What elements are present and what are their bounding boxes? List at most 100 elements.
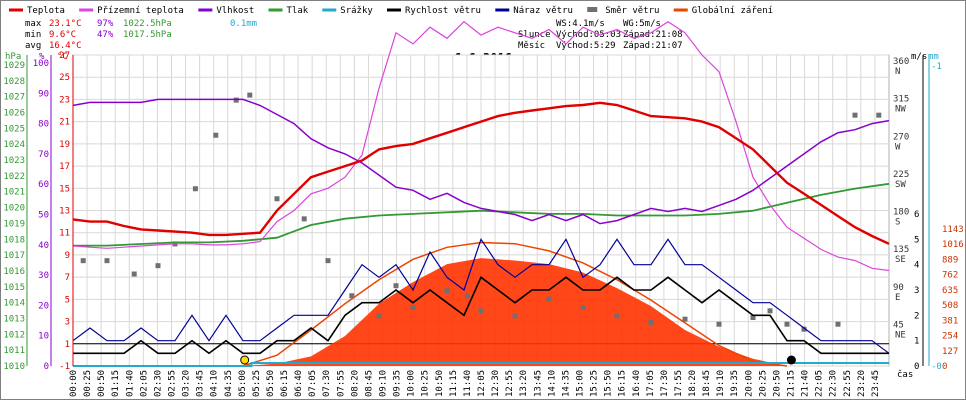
axis-hpa-tick: 1017 <box>3 251 25 261</box>
x-axis-tick: 10:50 <box>435 370 445 397</box>
x-axis-tick: 12:05 <box>477 370 487 397</box>
axis-temp-tick: 13 <box>59 207 70 217</box>
sun-label: Slunce <box>518 30 551 40</box>
x-axis-tick: 00:25 <box>83 370 93 397</box>
axes: hPa1010101110121013101410151016101710181… <box>3 51 963 397</box>
series-global-radiation-area <box>243 258 787 366</box>
axis-radiation-tick: 381 <box>942 316 958 326</box>
axis-temp-label: °C <box>57 52 68 62</box>
wind-direction-mark <box>376 313 382 319</box>
x-axis-tick: 07:05 <box>308 370 318 397</box>
x-axis-tick: 09:35 <box>393 370 403 397</box>
x-axis-tick: 11:40 <box>463 370 473 397</box>
series-global-radiation-theoretical <box>242 241 788 367</box>
wind-direction-mark <box>80 258 86 264</box>
series-precipitation <box>73 362 889 367</box>
x-axis-tick: 22:30 <box>829 370 839 397</box>
wind-direction-mark <box>301 216 307 222</box>
axis-ms-tick: 6 <box>914 210 919 220</box>
x-axis-tick: 20:25 <box>758 370 768 397</box>
axis-dir-tick: 360 <box>893 57 909 67</box>
moon-set: Západ:21:07 <box>623 41 683 51</box>
axis-dir-compass: NE <box>895 330 906 340</box>
stats-min-press: 1017.5hPa <box>123 30 172 40</box>
axis-hpa-tick: 1023 <box>3 156 25 166</box>
axis-radiation-tick: 1016 <box>942 240 964 250</box>
legend-item: Směr větru <box>587 6 659 16</box>
x-axis-tick: 15:00 <box>575 370 585 397</box>
stats-avg-temp: 16.4°C <box>49 41 82 51</box>
axis-hpa-tick: 1019 <box>3 219 25 229</box>
legend-label: Rychlost větru <box>405 6 481 16</box>
axis-hpa-tick: 1024 <box>3 140 25 150</box>
x-axis-tick: 00:00 <box>69 370 79 397</box>
axis-temp-tick: 19 <box>59 140 70 150</box>
x-axis-tick: 14:35 <box>561 370 571 397</box>
axis-dir-compass: SE <box>895 255 906 265</box>
stats-avg-label: avg <box>25 41 41 51</box>
x-axis-tick: 18:45 <box>702 370 712 397</box>
axis-pct-tick: 80 <box>38 120 49 130</box>
axis-dir-tick: 315 <box>893 95 909 105</box>
axis-pct-tick: 0 <box>44 362 49 372</box>
axis-ms-label: m/s <box>911 52 927 62</box>
axis-ms-tick: 0 <box>914 362 919 372</box>
axis-temp-tick: 23 <box>59 95 70 105</box>
axis-pct-tick: 100 <box>33 59 49 69</box>
wind-direction-mark <box>247 92 253 98</box>
wind-direction-mark <box>716 321 722 327</box>
axis-ms-tick: 1 <box>914 337 919 347</box>
x-axis-tick: 04:35 <box>224 370 234 397</box>
stats-max-hum: 97% <box>97 19 114 29</box>
wind-direction-mark <box>682 316 688 322</box>
wind-direction-mark <box>750 315 756 321</box>
wind-direction-mark <box>349 293 355 299</box>
x-axis-tick: 06:40 <box>294 370 304 397</box>
wind-direction-mark <box>444 288 450 294</box>
x-axis-tick: 08:20 <box>350 370 360 397</box>
legend-label: Směr větru <box>605 6 659 16</box>
x-axis-tick: 20:00 <box>744 370 754 397</box>
legend-item: Tlak <box>268 6 309 16</box>
axis-hpa-tick: 1020 <box>3 204 25 214</box>
legend-item: Srážky <box>322 6 373 16</box>
axis-pct-tick: 40 <box>38 241 49 251</box>
legend-item: Rychlost větru <box>387 6 481 16</box>
wind-direction-mark <box>614 313 620 319</box>
legend-label: Náraz větru <box>513 6 573 16</box>
axis-hpa-tick: 1018 <box>3 235 25 245</box>
axis-hpa-tick: 1027 <box>3 93 25 103</box>
axis-hpa-label: hPa <box>5 52 21 62</box>
axis-pct-label: % <box>39 52 45 62</box>
wind-direction-mark <box>393 283 399 289</box>
sun-moon-block: WS:4.1m/s WG:5m/s Slunce Východ:05:03 Zá… <box>518 19 683 51</box>
axis-pct-tick: 90 <box>38 89 49 99</box>
wind-direction-mark <box>131 271 137 277</box>
legend-swatch <box>587 7 598 12</box>
axis-ms-tick: 2 <box>914 311 919 321</box>
axis-hpa-tick: 1010 <box>3 362 25 372</box>
legend: Teplota Přízemní teplota Vlhkost Tlak Srážky… <box>9 6 773 16</box>
axis-hpa-tick: 1029 <box>3 61 25 71</box>
moon-rise: Východ:5:29 <box>556 41 616 51</box>
x-axis-tick: 03:45 <box>196 370 206 397</box>
axis-temp-tick: 5 <box>65 295 70 305</box>
axis-radiation-tick: 254 <box>942 332 958 342</box>
axis-temp-tick: 11 <box>59 229 70 239</box>
axis-dir-compass: NW <box>895 105 906 115</box>
sun-set: Západ:21:08 <box>623 30 683 40</box>
wind-gust-avg: WG:5m/s <box>623 19 661 29</box>
sun-rise: Východ:05:03 <box>556 30 621 40</box>
axis-pct-tick: 50 <box>38 211 49 221</box>
x-axis-tick: 10:25 <box>421 370 431 397</box>
x-axis-tick: 02:55 <box>167 370 177 397</box>
x-axis-tick: 12:30 <box>491 370 501 397</box>
axis-dir-tick: 225 <box>893 170 909 180</box>
axis-dir-compass: S <box>895 218 900 228</box>
axis-dir-compass: N <box>895 67 900 77</box>
x-axis-tick: 10:00 <box>407 370 417 397</box>
wind-direction-mark <box>852 112 858 118</box>
axis-temp-tick: 15 <box>59 184 70 194</box>
x-axis-tick: 15:50 <box>604 370 614 397</box>
x-axis-tick: 07:30 <box>322 370 332 397</box>
